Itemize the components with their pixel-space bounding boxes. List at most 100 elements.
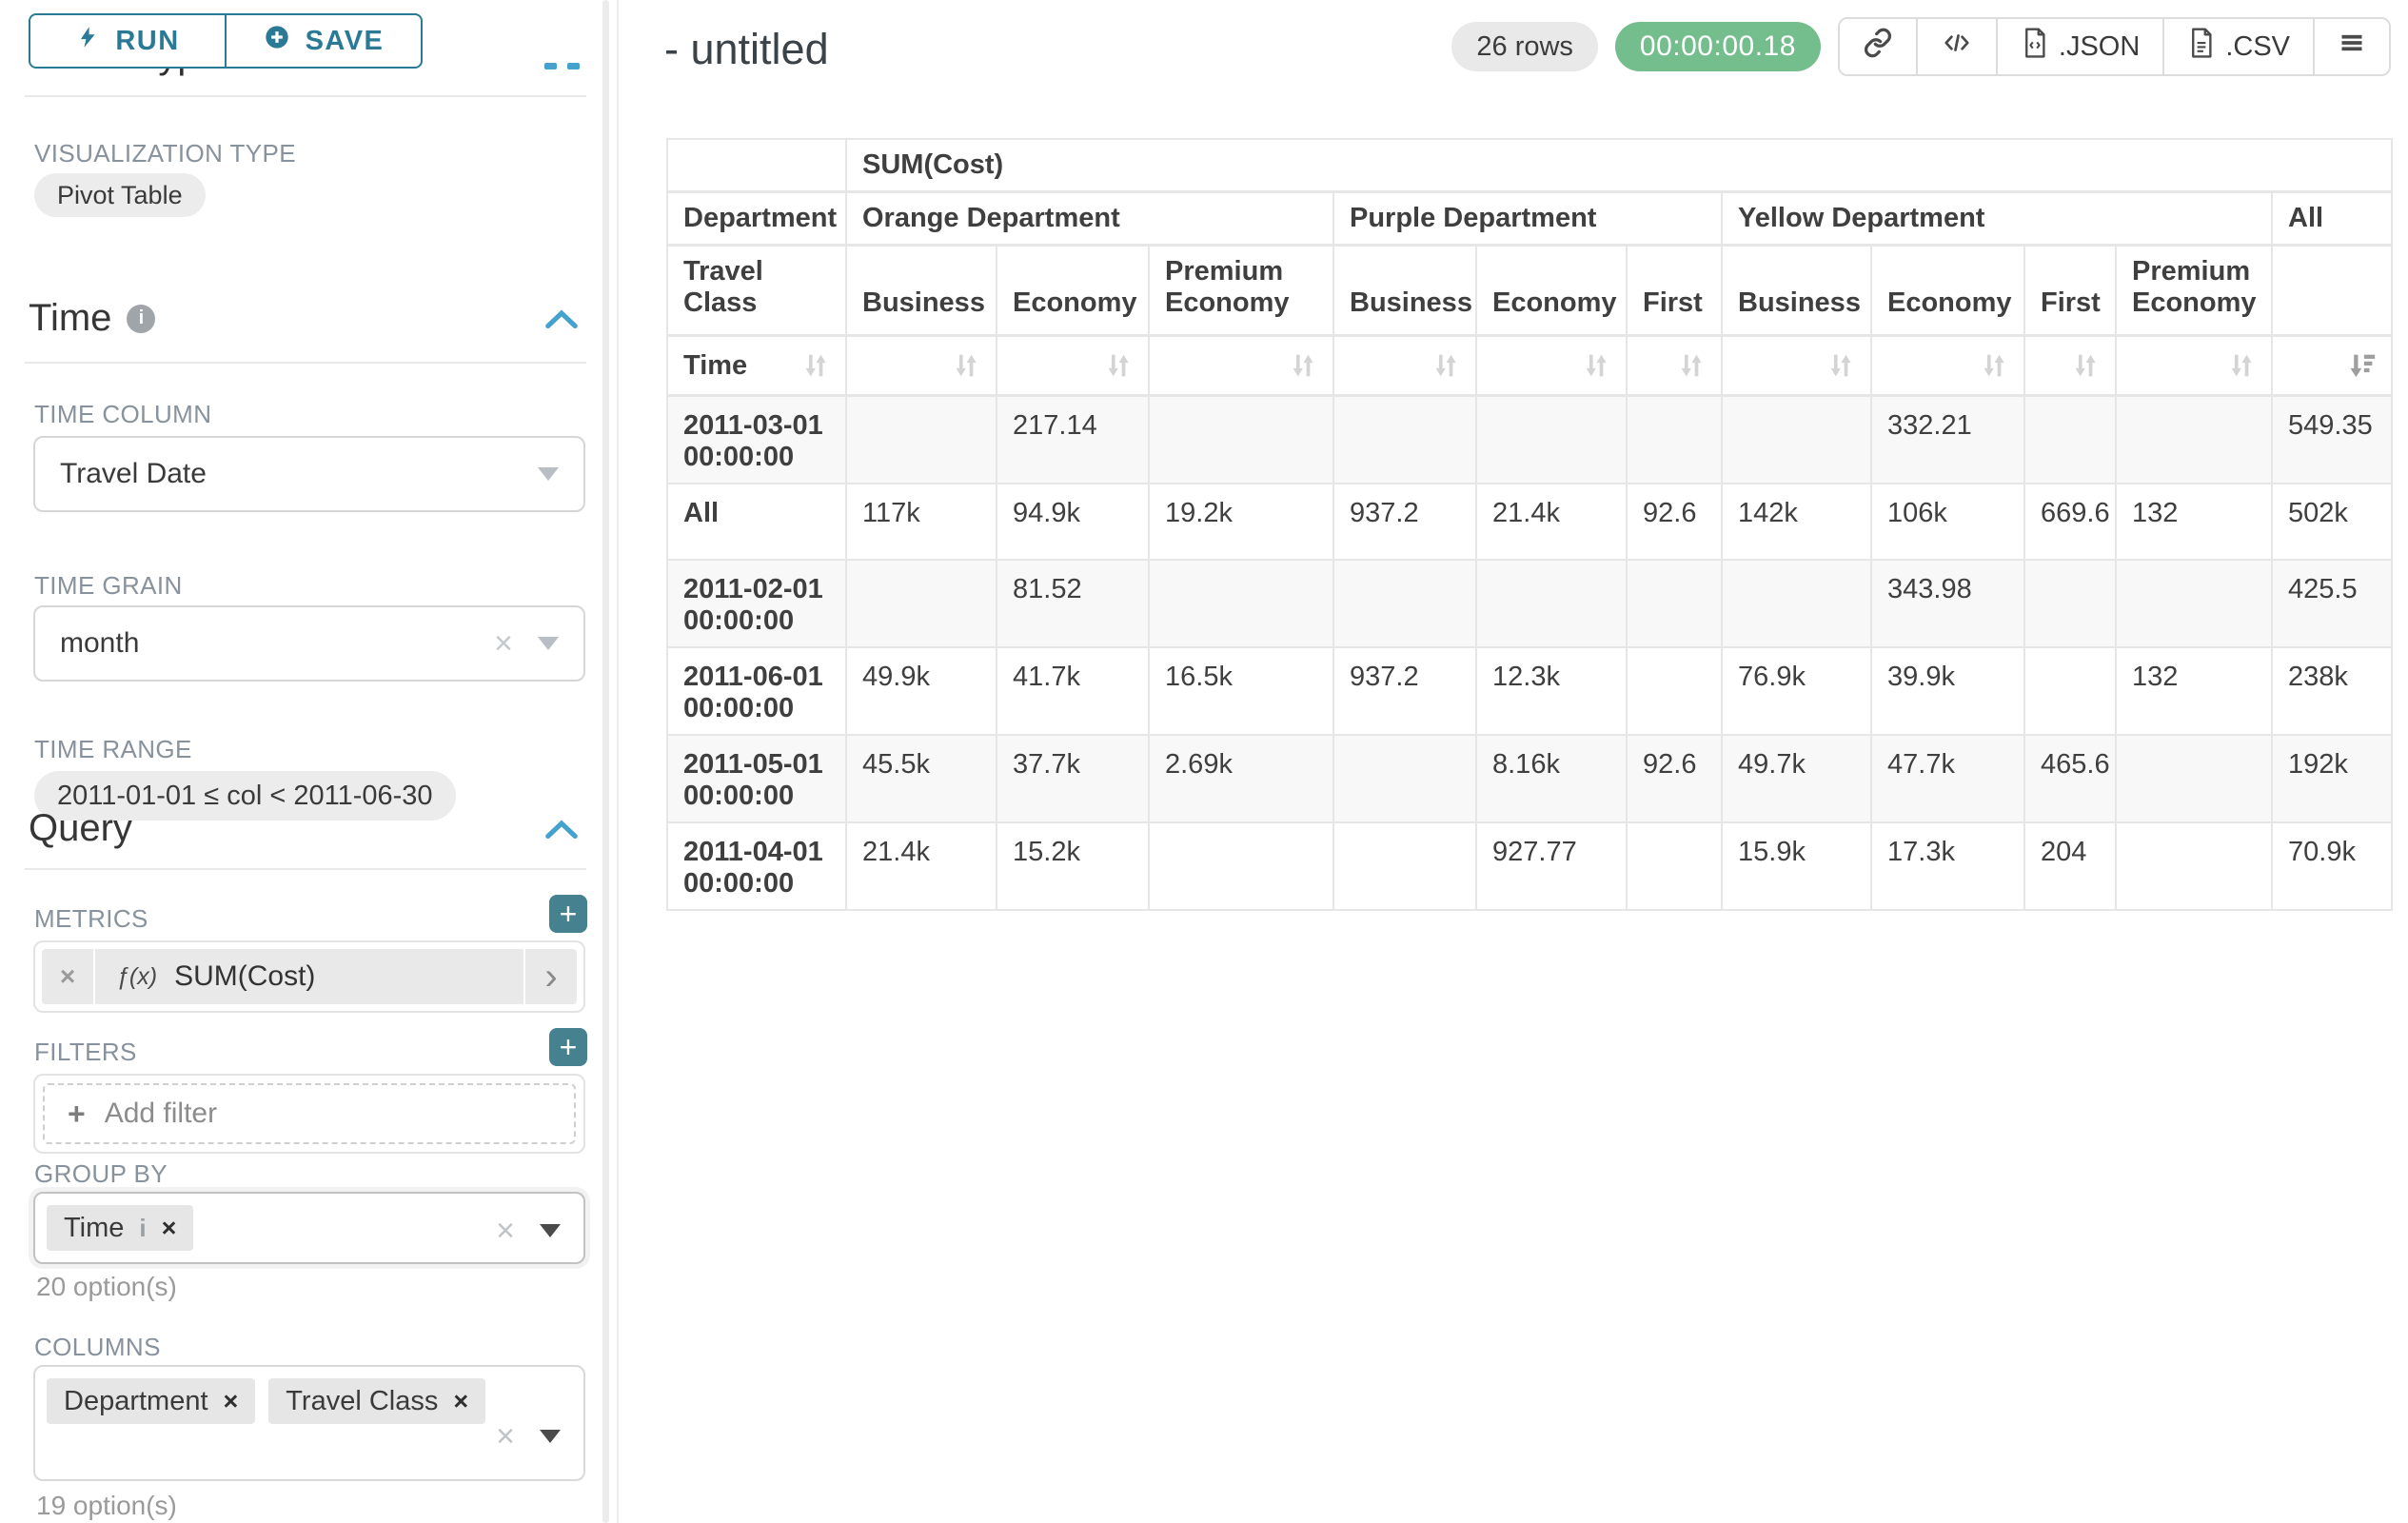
columns-tag-department[interactable]: Department × [47, 1378, 256, 1424]
columns-select[interactable]: Department × Travel Class × × [33, 1365, 585, 1481]
column-sort-header[interactable] [1475, 334, 1628, 397]
remove-metric-icon[interactable]: × [42, 949, 95, 1004]
cell [2023, 646, 2117, 736]
department-dim-label: Department [666, 190, 847, 247]
group-header-yellow: Yellow Department [1721, 190, 2273, 247]
group-by-label: GROUP BY [34, 1159, 168, 1188]
cell: 937.2 [1332, 483, 1477, 561]
cell: 238k [2270, 646, 2394, 736]
column-sort-header[interactable] [1148, 334, 1334, 397]
time-section-header[interactable]: Time i [29, 297, 156, 340]
column-sort-header[interactable] [1626, 334, 1723, 397]
add-metric-button[interactable]: + [549, 895, 587, 933]
sort-icon [1681, 354, 1702, 377]
column-sort-header[interactable] [845, 334, 997, 397]
sort-icon [2231, 354, 2252, 377]
collapse-chevron-icon[interactable] [544, 819, 579, 844]
clear-icon[interactable]: × [494, 625, 513, 662]
time-grain-value: month [60, 627, 140, 659]
select-caret-icon[interactable] [540, 1224, 561, 1237]
cell: 15.2k [996, 821, 1150, 911]
run-button[interactable]: RUN [29, 13, 227, 69]
metric-item[interactable]: × ƒ(x) SUM(Cost) › [42, 949, 577, 1004]
time-grain-select[interactable]: month × [33, 605, 585, 682]
share-link-button[interactable] [1839, 19, 1916, 74]
time-range-pill[interactable]: 2011-01-01 ≤ col < 2011-06-30 [34, 771, 456, 821]
cell [1626, 821, 1723, 911]
cell: 41.7k [996, 646, 1150, 736]
cell [1475, 559, 1628, 648]
cell: 117k [845, 483, 997, 561]
page-title[interactable]: - untitled [664, 25, 829, 73]
column-sort-header[interactable] [1721, 334, 1872, 397]
hamburger-icon [2338, 30, 2366, 64]
tag-close-icon[interactable]: × [453, 1386, 469, 1415]
json-export-label: .JSON [2058, 30, 2141, 62]
column-sort-header[interactable] [2023, 334, 2117, 397]
column-sort-header[interactable] [1332, 334, 1477, 397]
select-caret-icon[interactable] [540, 1430, 561, 1443]
sort-desc-icon [2350, 354, 2376, 378]
cell [845, 394, 997, 485]
query-section-label: Query [29, 807, 132, 849]
group-by-select[interactable]: Time i × × [33, 1192, 585, 1264]
row-label: 2011-04-01 00:00:00 [666, 821, 847, 911]
query-section-header[interactable]: Query [29, 807, 132, 850]
tag-close-icon[interactable]: × [161, 1213, 177, 1242]
add-filter-button[interactable]: + Add filter [43, 1083, 576, 1144]
column-sort-header[interactable] [1870, 334, 2025, 397]
sort-header-row: Time [666, 334, 2394, 397]
add-filter-label: Add filter [104, 1098, 218, 1129]
sidebar-scrollbar[interactable] [602, 0, 609, 1523]
save-button[interactable]: SAVE [225, 13, 423, 69]
column-sort-header[interactable] [996, 334, 1150, 397]
cell: 16.5k [1148, 646, 1334, 736]
add-filter-plus-button[interactable]: + [549, 1028, 587, 1066]
column-sort-header-active[interactable] [2270, 334, 2394, 397]
embed-code-button[interactable] [1915, 19, 1996, 74]
cell: 142k [1721, 483, 1872, 561]
tag-label: Travel Class [286, 1385, 439, 1416]
cell: 217.14 [996, 394, 1150, 485]
cell [1148, 821, 1334, 911]
sort-icon [1108, 354, 1129, 377]
metric-header-cell: SUM(Cost) [844, 138, 2394, 193]
cell: 17.3k [1870, 821, 2025, 911]
cell: 12.3k [1475, 646, 1628, 736]
tag-label: Time [64, 1212, 125, 1243]
cell: 37.7k [996, 734, 1150, 823]
cell: 204 [2023, 821, 2117, 911]
column-sort-header[interactable] [2115, 334, 2273, 397]
visualization-type-value[interactable]: Pivot Table [34, 173, 206, 217]
select-clear-icon[interactable]: × [496, 1213, 515, 1249]
chart-panel: - untitled 26 rows 00:00:00.18 [619, 0, 2408, 1523]
export-button-group: .JSON .CSV [1837, 17, 2391, 76]
class-header: First [1626, 244, 1723, 337]
menu-button[interactable] [2313, 19, 2389, 74]
section-divider [25, 362, 586, 364]
run-label: RUN [115, 25, 180, 56]
time-sort-header[interactable]: Time [666, 334, 847, 397]
class-header: Economy [1475, 244, 1628, 337]
cell [1332, 734, 1477, 823]
csv-export-button[interactable]: .CSV [2162, 19, 2313, 74]
tag-close-icon[interactable]: × [223, 1386, 239, 1415]
group-by-tag-time[interactable]: Time i × [47, 1205, 194, 1251]
columns-label: COLUMNS [34, 1333, 161, 1361]
collapse-chevron-icon[interactable] [544, 308, 579, 334]
cell: 92.6 [1626, 734, 1723, 823]
query-time-badge: 00:00:00.18 [1614, 22, 1821, 71]
group-header-purple: Purple Department [1332, 190, 1723, 247]
cell: 81.52 [996, 559, 1150, 648]
time-column-select[interactable]: Travel Date [33, 436, 585, 512]
select-clear-icon[interactable]: × [496, 1418, 515, 1454]
metric-expand-icon[interactable]: › [523, 949, 577, 1004]
sort-icon [1435, 354, 1456, 377]
pivot-table: SUM(Cost) Department Orange Department P… [666, 138, 2394, 911]
section-divider [25, 868, 586, 870]
row-label: 2011-06-01 00:00:00 [666, 646, 847, 736]
metrics-label: METRICS [34, 904, 148, 933]
columns-tag-travel-class[interactable]: Travel Class × [268, 1378, 486, 1424]
cell [1332, 394, 1477, 485]
json-export-button[interactable]: .JSON [1995, 19, 2163, 74]
